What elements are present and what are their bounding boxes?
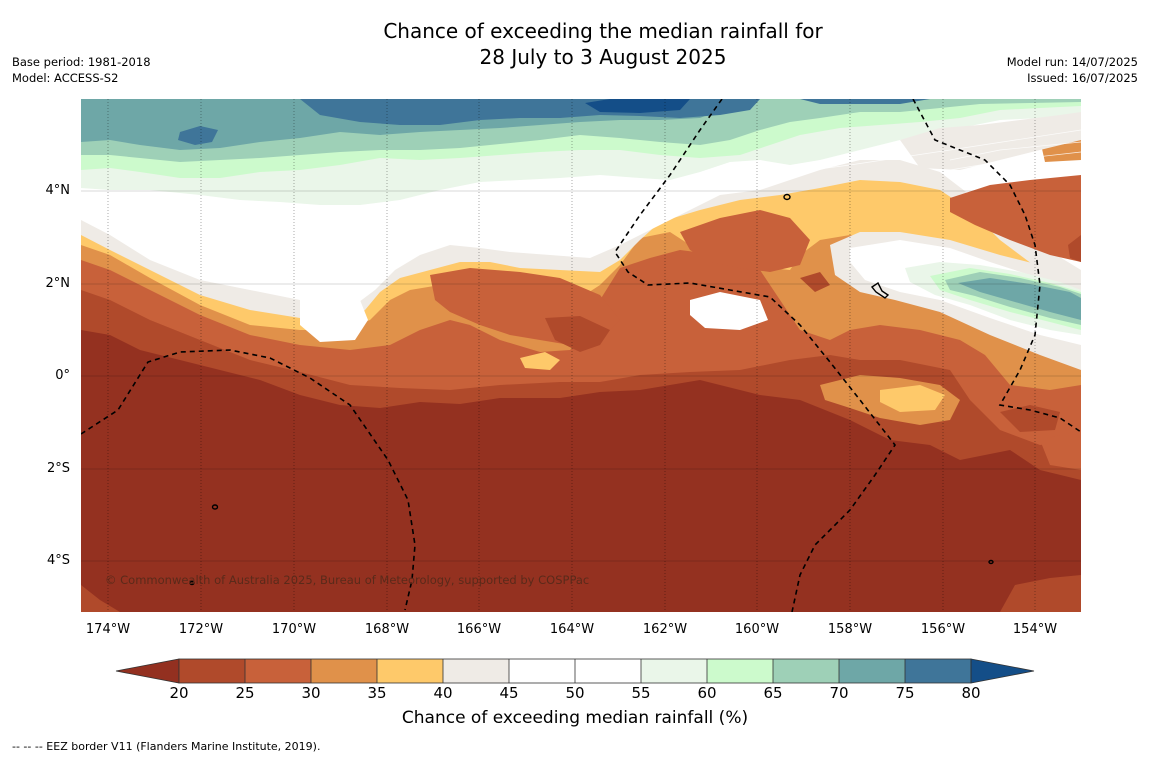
colorbar-segment <box>905 659 971 683</box>
colorbar-tick: 20 <box>169 684 189 702</box>
lon-label: 156°W <box>920 622 966 637</box>
lon-label: 168°W <box>364 622 410 637</box>
meta-right: Model run: 14/07/2025 Issued: 16/07/2025 <box>1007 54 1138 86</box>
colorbar-segment <box>311 659 377 683</box>
colorbar-tick: 70 <box>829 684 849 702</box>
colorbar <box>115 658 1035 684</box>
colorbar-tick: 60 <box>697 684 717 702</box>
colorbar-segment <box>509 659 575 683</box>
colorbar-segment <box>443 659 509 683</box>
lon-label: 166°W <box>456 622 502 637</box>
colorbar-segment <box>773 659 839 683</box>
colorbar-tick: 75 <box>895 684 915 702</box>
lat-label: 0° <box>55 368 70 383</box>
colorbar-segment <box>245 659 311 683</box>
lat-label: 2°S <box>46 461 70 476</box>
lat-label: 2°N <box>45 276 71 291</box>
lon-label: 164°W <box>549 622 595 637</box>
issued-date: Issued: 16/07/2025 <box>1027 71 1138 85</box>
eez-borders <box>81 99 1081 612</box>
lon-label: 158°W <box>827 622 873 637</box>
model-run: Model run: 14/07/2025 <box>1006 55 1138 69</box>
lon-label: 172°W <box>178 622 224 637</box>
colorbar-segment <box>377 659 443 683</box>
colorbar-segment <box>839 659 905 683</box>
colorbar-title: Chance of exceeding median rainfall (%) <box>401 708 749 728</box>
colorbar-tick: 30 <box>301 684 321 702</box>
chart-title: Chance of exceeding the median rainfall … <box>0 18 1150 70</box>
colorbar-segment <box>179 659 245 683</box>
title-line-1: Chance of exceeding the median rainfall … <box>383 19 823 43</box>
colorbar-tick: 40 <box>433 684 453 702</box>
colorbar-tick: 50 <box>565 684 585 702</box>
colorbar-segment <box>707 659 773 683</box>
lon-label: 174°W <box>85 622 131 637</box>
lon-label: 160°W <box>734 622 780 637</box>
colorbar-tick: 45 <box>499 684 519 702</box>
colorbar-tick: 65 <box>763 684 783 702</box>
colorbar-tick: 25 <box>235 684 255 702</box>
lon-label: 154°W <box>1012 622 1058 637</box>
islands <box>189 193 994 586</box>
title-line-2: 28 July to 3 August 2025 <box>479 45 727 69</box>
colorbar-tick: 80 <box>961 684 981 702</box>
colorbar-segment <box>575 659 641 683</box>
lon-label: 162°W <box>642 622 688 637</box>
colorbar-tick: 35 <box>367 684 387 702</box>
colorbar-extend-high <box>970 658 1035 684</box>
colorbar-tick: 55 <box>631 684 651 702</box>
base-period: Base period: 1981-2018 <box>12 55 151 69</box>
lon-label: 170°W <box>271 622 317 637</box>
colorbar-extend-low <box>115 658 180 684</box>
latitude-gridlines <box>81 190 1081 562</box>
lat-label: 4°S <box>46 553 70 568</box>
lat-label: 4°N <box>45 183 71 198</box>
copyright-notice: © Commonwealth of Australia 2025, Bureau… <box>105 573 590 587</box>
eez-footnote: -- -- -- EEZ border V11 (Flanders Marine… <box>12 740 321 753</box>
map-field <box>81 99 1081 612</box>
colorbar-segment <box>641 659 707 683</box>
model-name: Model: ACCESS-S2 <box>12 71 119 85</box>
meta-left: Base period: 1981-2018 Model: ACCESS-S2 <box>12 54 151 86</box>
